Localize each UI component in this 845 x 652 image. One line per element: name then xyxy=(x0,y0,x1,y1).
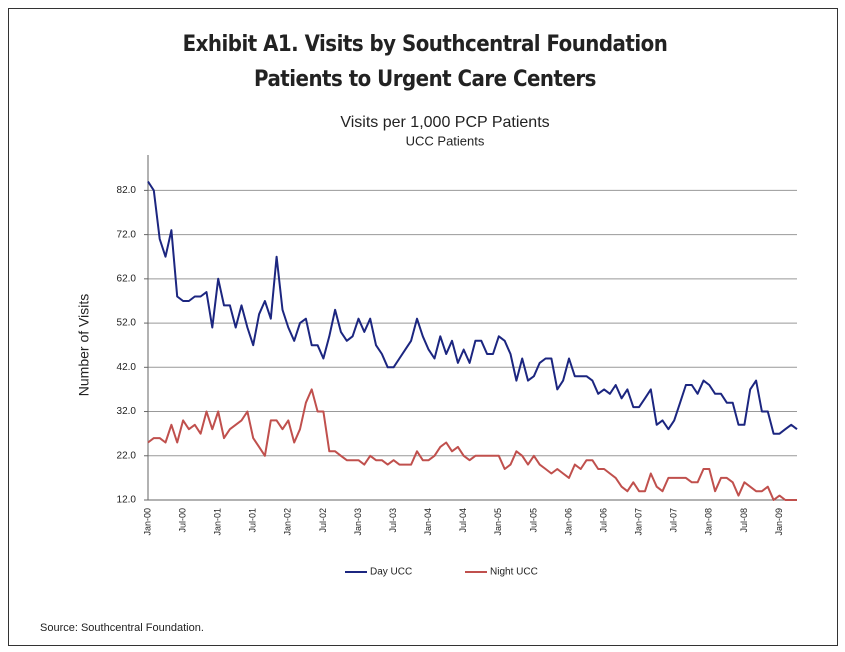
x-tick-label: Jul-07 xyxy=(669,508,679,533)
x-tick-label: Jan-00 xyxy=(142,508,152,536)
chart-title: Visits per 1,000 PCP Patients xyxy=(340,114,549,131)
y-tick-label: 32.0 xyxy=(117,406,137,417)
exhibit-title: Exhibit A1. Visits by Southcentral Found… xyxy=(183,32,668,57)
y-tick-label: 52.0 xyxy=(117,318,137,329)
x-tick-label: Jan-09 xyxy=(774,508,784,536)
x-tick-label: Jan-07 xyxy=(634,508,644,536)
x-tick-label: Jul-04 xyxy=(458,508,468,533)
x-tick-label: Jul-01 xyxy=(248,508,258,533)
x-tick-label: Jul-03 xyxy=(388,508,398,533)
y-tick-label: 42.0 xyxy=(117,362,137,373)
y-tick-label: 72.0 xyxy=(117,229,137,240)
x-tick-label: Jan-01 xyxy=(213,508,223,536)
y-tick-label: 82.0 xyxy=(117,185,137,196)
data-line xyxy=(147,180,798,435)
exhibit-title: Patients to Urgent Care Centers xyxy=(254,67,596,92)
x-tick-label: Jul-00 xyxy=(177,508,187,533)
y-tick-label: 22.0 xyxy=(117,450,137,461)
legend-label: Day UCC xyxy=(370,567,412,578)
y-tick-label: 62.0 xyxy=(117,273,137,284)
x-tick-label: Jul-05 xyxy=(528,508,538,533)
x-tick-label: Jul-08 xyxy=(739,508,749,533)
frame xyxy=(8,8,838,646)
x-tick-label: Jan-02 xyxy=(283,508,293,536)
x-tick-label: Jan-03 xyxy=(353,508,363,536)
x-tick-label: Jan-08 xyxy=(704,508,714,536)
x-tick-label: Jul-02 xyxy=(318,508,328,533)
x-tick-label: Jul-06 xyxy=(598,508,608,533)
legend-label: Night UCC xyxy=(490,567,538,578)
x-tick-label: Jan-05 xyxy=(493,508,503,536)
y-tick-label: 12.0 xyxy=(117,495,137,506)
x-tick-label: Jan-06 xyxy=(563,508,573,536)
data-line xyxy=(147,388,797,501)
chart-subtitle: UCC Patients xyxy=(406,133,485,148)
source: Source: Southcentral Foundation. xyxy=(40,622,204,634)
x-tick-label: Jan-04 xyxy=(423,508,433,536)
y-axis-label: Number of Visits xyxy=(76,294,92,396)
